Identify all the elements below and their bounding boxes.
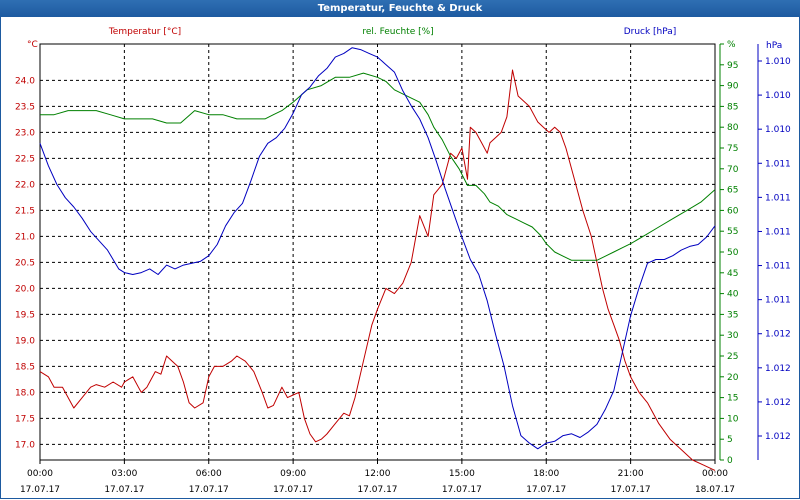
y-left-tick-label: 21.0 (15, 232, 35, 242)
y-left-tick-label: 18.0 (15, 388, 35, 398)
y-left-axis-label: Temperatur [°C] (108, 27, 181, 37)
y-left-tick-label: 23.0 (15, 128, 35, 138)
x-tick-label-time: 09:00 (280, 469, 306, 479)
y-middle-tick-label: 10 (727, 414, 739, 424)
x-tick-label-time: 03:00 (111, 469, 137, 479)
y-middle-tick-label: % (727, 40, 736, 50)
y-right-tick-label: 1.010 (765, 91, 791, 101)
y-right-tick-label: 1.011 (765, 159, 791, 169)
x-tick-label-time: 21:00 (618, 469, 644, 479)
y-right-unit: hPa (766, 41, 782, 51)
y-right-tick-label: 1.011 (765, 296, 791, 306)
x-tick-label-date: 17.07.17 (20, 485, 60, 495)
y-middle-tick-label: 15 (727, 394, 738, 404)
y-middle-tick-label: 85 (727, 102, 738, 112)
x-tick-label-date: 17.07.17 (104, 485, 144, 495)
x-tick-label-time: 15:00 (449, 469, 475, 479)
y-left-tick-label: 22.0 (15, 180, 35, 190)
y-right-tick-label: 1.012 (765, 398, 791, 408)
y-left-tick-label: 22.5 (15, 154, 35, 164)
y-middle-tick-label: 0 (727, 456, 733, 466)
x-tick-label-time: 06:00 (196, 469, 222, 479)
x-tick-label-date: 18.07.17 (695, 485, 735, 495)
x-tick-label-time: 12:00 (365, 469, 391, 479)
y-middle-tick-label: 55 (727, 227, 738, 237)
y-left-tick-label: 23.5 (15, 102, 35, 112)
window-title: Temperatur, Feuchte & Druck (0, 0, 800, 17)
y-left-tick-label: 21.5 (15, 206, 35, 216)
y-right-tick-label: 1.011 (765, 227, 791, 237)
y-left-tick-label: 18.5 (15, 362, 35, 372)
y-middle-tick-label: 50 (727, 248, 739, 258)
y-middle-tick-label: 40 (727, 290, 739, 300)
series-line-middle (40, 72, 716, 261)
y-left-tick-label: 17.5 (15, 414, 35, 424)
y-middle-tick-label: 35 (727, 310, 738, 320)
x-tick-label-time: 18:00 (533, 469, 559, 479)
y-left-tick-label: 20.5 (15, 258, 35, 268)
x-tick-label-date: 17.07.17 (526, 485, 566, 495)
y-middle-tick-label: 45 (727, 269, 738, 279)
y-middle-tick-label: 60 (727, 206, 739, 216)
y-middle-tick-label: 70 (727, 165, 739, 175)
y-left-tick-label: 19.5 (15, 310, 35, 320)
y-left-tick-label: 20.0 (15, 284, 35, 294)
y-left-tick-label: 19.0 (15, 336, 35, 346)
x-tick-label-time: 00:00 (702, 469, 728, 479)
y-middle-axis-label: rel. Feuchte [%] (362, 27, 433, 37)
x-tick-label-date: 17.07.17 (357, 485, 397, 495)
y-middle-tick-label: 25 (727, 352, 738, 362)
y-right-tick-label: 1.012 (765, 330, 791, 340)
series-line-left (39, 69, 716, 471)
y-middle-tick-label: 30 (727, 331, 739, 341)
y-right-tick-label: 1.010 (765, 57, 791, 67)
y-middle-tick-label: 80 (727, 123, 739, 133)
y-middle-tick-label: 65 (727, 186, 738, 196)
y-middle-tick-label: 95 (727, 61, 738, 71)
y-middle-tick-label: 75 (727, 144, 738, 154)
y-right-tick-label: 1.012 (765, 364, 791, 374)
y-middle-tick-label: 20 (727, 373, 739, 383)
y-right-tick-label: 1.012 (765, 432, 791, 442)
y-left-tick-label: 17.0 (15, 440, 35, 450)
x-tick-label-date: 17.07.17 (273, 485, 313, 495)
y-left-tick-label: 24.0 (15, 76, 35, 86)
x-tick-label-date: 17.07.17 (442, 485, 482, 495)
x-tick-label-date: 17.07.17 (189, 485, 229, 495)
y-right-axis-label: Druck [hPa] (624, 27, 677, 37)
x-tick-label-date: 17.07.17 (611, 485, 651, 495)
series-line-right (39, 47, 716, 450)
y-middle-tick-label: 5 (727, 435, 733, 445)
x-tick-label-time: 00:00 (27, 469, 53, 479)
y-right-tick-label: 1.010 (765, 125, 791, 135)
y-right-tick-label: 1.011 (765, 262, 791, 272)
y-left-unit: °C (27, 40, 38, 50)
y-middle-tick-label: 90 (727, 82, 739, 92)
y-right-tick-label: 1.011 (765, 193, 791, 203)
